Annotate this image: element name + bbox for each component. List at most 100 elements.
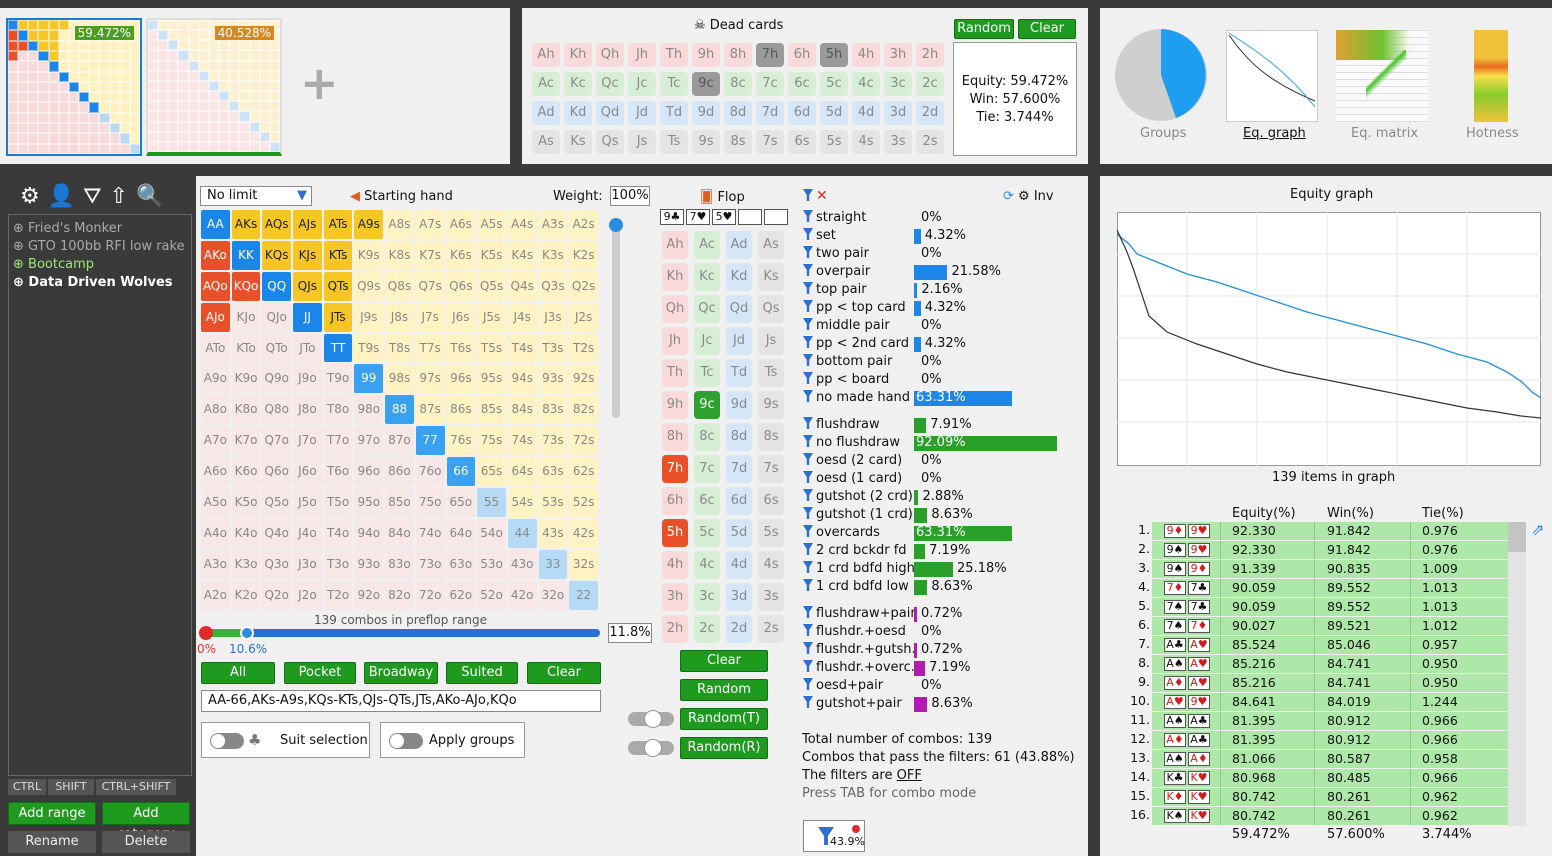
hand-cell[interactable]: A3s [538,210,568,239]
apply-groups-toggle[interactable]: Apply groups [380,722,525,758]
flop-random-button[interactable]: Random [680,679,768,701]
hand-cell[interactable]: 63o [446,549,476,579]
hand-cell[interactable]: J2o [293,580,322,610]
filter-row[interactable]: pp < 2nd card [803,336,909,351]
hand-cell[interactable]: Q2s [569,271,598,301]
filter-row[interactable]: oesd+pair [803,678,883,693]
dead-card[interactable]: 8h [724,43,752,67]
filter-row[interactable]: straight [803,210,866,225]
dead-card[interactable]: Js [628,130,656,154]
hand-cell[interactable]: A7s [415,210,445,239]
hand-cell[interactable]: Q7o [262,426,292,456]
filter-row[interactable]: overpair [803,264,870,279]
hand-cell[interactable]: T9o [323,364,353,394]
hand-cell[interactable]: 86o [385,457,414,487]
filter-icon[interactable] [803,579,813,591]
hand-cell[interactable]: T5s [477,333,506,363]
filter-icon[interactable] [803,507,813,519]
hand-cell[interactable]: AJs [293,210,322,239]
hand-cell[interactable]: J5o [293,488,322,517]
filter-icon[interactable] [803,189,813,201]
flop-card[interactable]: 8c [694,423,720,451]
hand-cell[interactable]: A8s [385,210,414,239]
dead-card[interactable]: 4h [852,43,880,67]
dead-card[interactable]: 6d [788,101,816,125]
filter-row[interactable]: oesd (1 card) [803,471,902,486]
hand-cell[interactable]: 88 [385,395,414,425]
flop-card[interactable]: 6s [758,487,784,515]
filter-label[interactable]: 1 crd bdfd high [816,561,915,576]
filter-icon[interactable] [803,390,813,402]
filter-row[interactable]: 1 crd bdfd low [803,579,909,594]
hand-cell[interactable]: J4o [293,518,322,548]
dead-card[interactable]: Ah [532,43,560,67]
shift-key[interactable]: SHIFT [48,779,94,795]
filter-label[interactable]: set [816,228,836,243]
filter-badge[interactable]: 43.9% [803,820,865,852]
hand-cell[interactable]: 72o [415,580,445,610]
hand-cell[interactable]: 74s [507,426,537,456]
hand-cell[interactable]: 83s [538,395,568,425]
flop-card[interactable]: 7c [694,455,720,483]
hand-cell[interactable]: K4s [507,240,537,270]
table-row[interactable]: 9. A♦ A♥ 85.216 84.741 0.950 [1128,674,1508,692]
filter-label[interactable]: top pair [816,282,867,297]
filter-icon[interactable] [803,435,813,447]
weight-input[interactable]: 100% [610,186,650,206]
board-card-2[interactable]: 7♥ [686,209,710,225]
table-row[interactable]: 14. K♣ K♥ 80.968 80.485 0.966 [1128,769,1508,787]
dead-card[interactable]: Ad [532,101,560,125]
hand-cell[interactable]: 98s [385,364,414,394]
table-row[interactable]: 15. K♦ K♥ 80.742 80.261 0.962 [1128,788,1508,806]
hand-cell[interactable]: Q7s [415,271,445,301]
tree-item-gto[interactable]: ⊕ GTO 100bb RFI low rake [13,239,185,254]
groups-pie-icon[interactable] [1114,28,1208,122]
flop-card[interactable]: 5d [726,519,752,547]
hand-cell[interactable]: 82s [569,395,598,425]
flop-card[interactable]: 3c [694,583,720,611]
hand-cell[interactable]: T2o [323,580,353,610]
flop-card[interactable]: As [758,231,784,259]
filter-row[interactable]: 1 crd bdfd high [803,561,915,576]
flop-card[interactable]: Kd [726,263,752,291]
dead-card[interactable]: Kc [564,72,592,96]
hand-cell[interactable]: Q6o [262,457,292,487]
dead-card[interactable]: 7c [756,72,784,96]
dead-card[interactable]: 4d [852,101,880,125]
eq-matrix-thumbnail[interactable] [1336,30,1428,122]
filter-icon[interactable] [803,660,813,672]
table-row[interactable]: 8. A♠ A♥ 85.216 84.741 0.950 [1128,655,1508,673]
hand-cell[interactable]: AA [201,210,230,239]
dead-card[interactable]: 2d [916,101,944,125]
filter-icon[interactable] [803,246,813,258]
filter-icon[interactable] [803,264,813,276]
filter-row[interactable]: no flushdraw [803,435,900,450]
filter-row[interactable]: overcards [803,525,880,540]
hand-cell[interactable]: 76s [446,426,476,456]
hand-cell[interactable]: J3o [293,549,322,579]
hand-cell[interactable]: ATs [323,210,353,239]
flop-card[interactable]: 2c [694,615,720,643]
filter-label[interactable]: gutshot+pair [816,696,902,711]
flop-card[interactable]: 4h [662,551,688,579]
hand-cell[interactable]: T7o [323,426,353,456]
rename-button[interactable]: Rename [8,831,96,853]
board-card-5[interactable] [764,209,788,225]
hand-cell[interactable]: A6s [446,210,476,239]
hand-cell[interactable]: 73o [415,549,445,579]
hand-cell[interactable]: K5o [231,488,261,517]
filter-row[interactable]: bottom pair [803,354,892,369]
hand-cell[interactable]: 86s [446,395,476,425]
flop-card[interactable]: Ts [758,359,784,387]
filter-label[interactable]: pp < board [816,372,890,387]
hand-cell[interactable]: 97s [415,364,445,394]
hand-cell[interactable]: Q9s [354,271,384,301]
hand-cell[interactable]: 93o [354,549,384,579]
hotness-thumbnail[interactable] [1474,30,1508,122]
dead-card[interactable]: Qc [596,72,624,96]
hand-cell[interactable]: K9o [231,364,261,394]
add-range-icon[interactable]: + [300,56,339,110]
hand-cell[interactable]: 76o [415,457,445,487]
hand-cell[interactable]: 55 [477,488,506,517]
range-slider-min-handle[interactable] [199,626,213,640]
